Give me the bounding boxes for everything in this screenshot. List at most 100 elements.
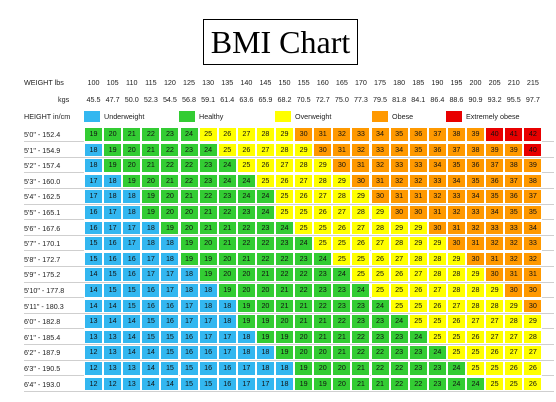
bmi-cell: 24 [236,173,256,189]
bmi-cell: 25 [389,298,409,314]
bmi-cell: 37 [485,158,505,173]
bmi-cell: 27 [504,329,524,345]
bmi-cell: 22 [160,158,180,173]
weight-lbs-tick: 120 [163,78,176,87]
bmi-cell: 24 [179,127,199,142]
bmi-cell: 25 [370,267,390,282]
weight-lbs-tick: 165 [335,78,348,87]
bmi-cell: 22 [351,329,371,345]
bmi-cell: 25 [294,220,314,236]
weight-lbs-tick: 195 [450,78,463,87]
height-row-label: 5'5" - 165.1 [24,208,61,217]
bmi-cell: 15 [160,361,180,376]
weight-kgs-tick: 72.7 [315,95,330,104]
bmi-cell: 31 [370,173,390,189]
bmi-cell: 39 [485,142,505,158]
weight-lbs-tick: 210 [507,78,520,87]
bmi-cell: 30 [504,283,524,298]
bmi-cell: 23 [351,298,371,314]
bmi-cell: 26 [332,220,352,236]
bmi-cell: 19 [275,345,295,360]
bmi-cell: 26 [351,236,371,251]
bmi-cell: 27 [485,314,505,329]
bmi-cell: 21 [313,329,333,345]
bmi-cell: 17 [141,267,161,282]
bmi-cell: 26 [313,205,333,220]
bmi-cell: 22 [255,236,275,251]
bmi-cell: 34 [466,189,486,204]
bmi-cell: 18 [198,298,218,314]
bmi-cell: 18 [255,361,275,376]
bmi-cell: 22 [255,251,275,267]
bmi-cell: 20 [255,283,275,298]
bmi-cell: 19 [313,376,333,392]
bmi-cell: 29 [446,251,466,267]
bmi-cell: 15 [141,329,161,345]
bmi-cell: 20 [236,267,256,282]
bmi-cell: 21 [332,345,352,360]
bmi-cell: 20 [313,345,333,360]
bmi-cell: 27 [351,220,371,236]
height-row-label: 6'1" - 185.4 [24,332,61,342]
legend-item: Obese [372,111,467,122]
bmi-cell: 31 [446,220,466,236]
bmi-cell: 29 [485,283,505,298]
bmi-cell: 27 [485,329,505,345]
bmi-cell: 28 [408,251,428,267]
bmi-cell: 23 [198,158,218,173]
bmi-cell: 29 [408,236,428,251]
bmi-cell: 24 [275,220,295,236]
bmi-cell: 35 [446,158,466,173]
bmi-cell: 28 [351,205,371,220]
bmi-cell: 16 [84,220,104,236]
bmi-cell: 16 [217,361,237,376]
bmi-cell: 40 [485,127,505,142]
bmi-cell: 12 [84,345,104,360]
weight-lbs-tick: 130 [202,78,215,87]
weight-lbs-tick: 215 [526,78,539,87]
height-row-label: 6'2" - 187.9 [24,348,61,358]
bmi-cell: 17 [141,251,161,267]
bmi-cell: 23 [408,361,428,376]
bmi-cell: 33 [389,158,409,173]
bmi-cell: 26 [485,345,505,360]
bmi-cell: 28 [446,267,466,282]
bmi-cell: 32 [351,142,371,158]
bmi-cell: 37 [504,173,524,189]
bmi-cell: 16 [141,298,161,314]
bmi-cell: 16 [103,236,123,251]
height-row-label: 5'11" - 180.3 [24,301,64,311]
weight-lbs-tick: 105 [106,78,119,87]
bmi-cell: 17 [217,329,237,345]
legend-swatch [372,111,388,122]
legend-label: Healthy [199,112,224,121]
bmi-cell: 24 [313,251,333,267]
bmi-cell: 18 [198,283,218,298]
bmi-cell: 22 [217,205,237,220]
bmi-cell: 31 [408,189,428,204]
bmi-cell: 21 [275,298,295,314]
row-divider [24,250,554,252]
bmi-cell: 32 [446,205,466,220]
bmi-cell: 23 [351,314,371,329]
bmi-cell: 24 [351,283,371,298]
bmi-cell: 25 [294,205,314,220]
bmi-cell: 14 [141,345,161,360]
bmi-cell: 23 [332,298,352,314]
height-row-label: 6'4" - 193.0 [24,379,61,389]
bmi-cell: 31 [351,158,371,173]
bmi-cell: 28 [255,127,275,142]
weight-lbs-label: WEIGHT lbs [24,78,64,87]
bmi-cell: 16 [198,345,218,360]
bmi-cell: 25 [217,142,237,158]
bmi-cell: 38 [523,173,543,189]
weight-kgs-tick: 93.2 [487,95,502,104]
legend-label: Extremely obese [466,112,520,121]
bmi-cell: 19 [275,329,295,345]
bmi-cell: 32 [485,236,505,251]
bmi-cell: 20 [294,345,314,360]
bmi-cell: 15 [122,283,142,298]
bmi-cell: 31 [389,189,409,204]
bmi-cell: 19 [217,283,237,298]
bmi-cell: 25 [427,329,447,345]
